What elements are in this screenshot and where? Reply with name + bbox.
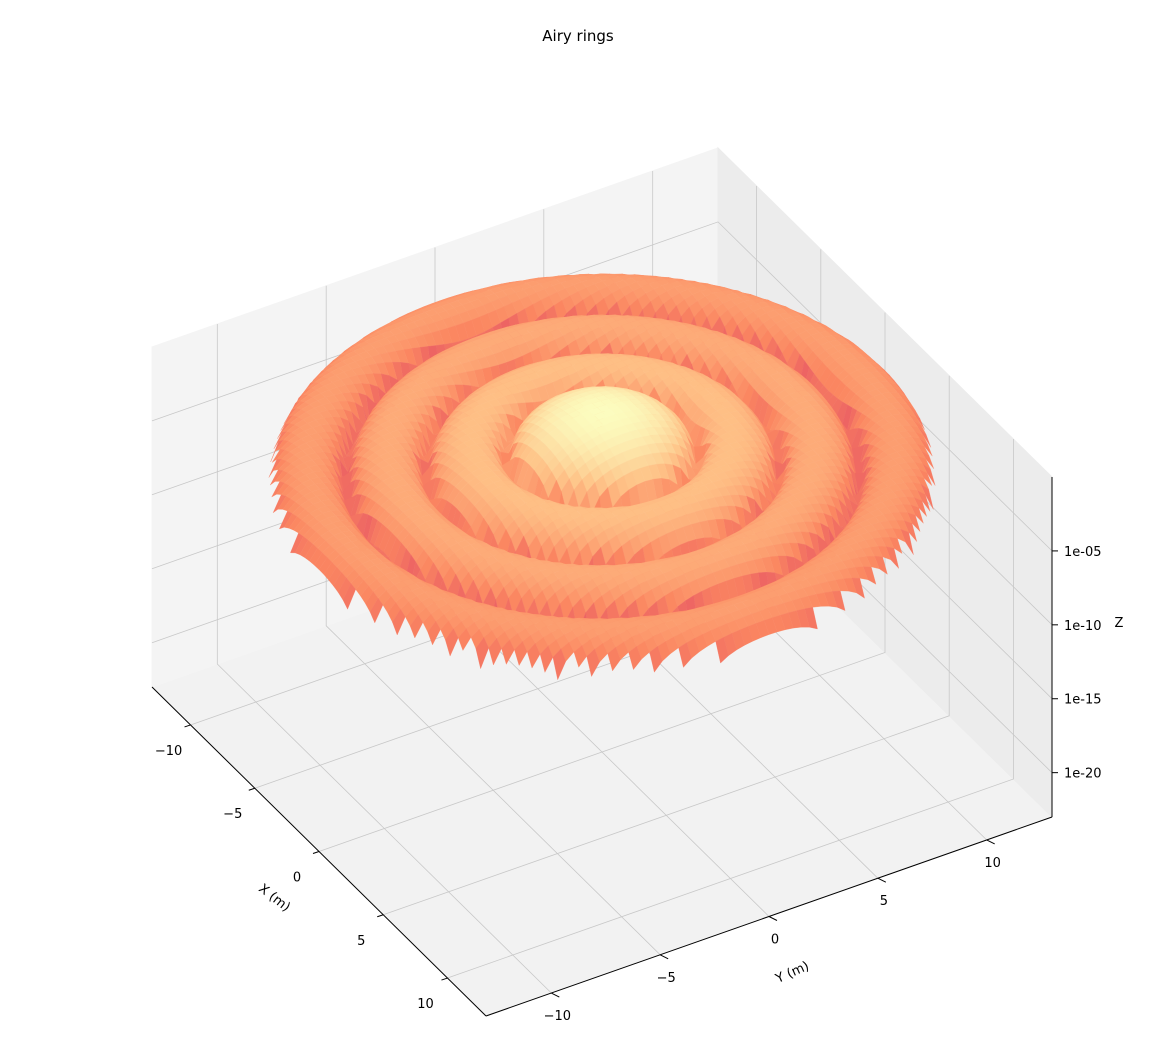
z-tick-label: 1e-15 bbox=[1064, 693, 1102, 708]
x-grid-line bbox=[383, 375, 950, 916]
x-tick-label: −5 bbox=[223, 807, 242, 822]
x-tick-mark bbox=[312, 851, 320, 854]
x-tick-mark bbox=[248, 787, 255, 791]
y-axis-label: Y (m) bbox=[773, 959, 812, 987]
y-tick-mark bbox=[659, 954, 669, 960]
y-grid-line bbox=[216, 324, 552, 994]
x-tick-mark bbox=[441, 977, 448, 981]
x-tick-mark bbox=[184, 724, 191, 728]
y-tick-label: −10 bbox=[544, 1009, 571, 1024]
surface bbox=[268, 273, 936, 681]
x-grid-line bbox=[447, 439, 1014, 979]
x-tick-label: −10 bbox=[155, 744, 182, 759]
z-tick-label: 1e-10 bbox=[1064, 619, 1102, 634]
z-axis-label: Z bbox=[1115, 616, 1124, 631]
y-tick-label: 0 bbox=[771, 933, 779, 948]
x-axis-label: X (m) bbox=[255, 881, 292, 915]
chart-title: Airy rings bbox=[542, 27, 614, 45]
y-tick-mark bbox=[877, 877, 887, 883]
y-tick-mark bbox=[768, 916, 778, 921]
y-tick-label: −5 bbox=[657, 971, 676, 986]
y-tick-mark bbox=[551, 992, 560, 998]
z-tick-label: 1e-20 bbox=[1064, 767, 1102, 782]
y-tick-label: 10 bbox=[984, 856, 1001, 871]
x-tick-label: 5 bbox=[357, 934, 365, 949]
x-tick-label: 10 bbox=[417, 997, 434, 1012]
y-tick-label: 5 bbox=[880, 894, 888, 909]
z-tick-label: 1e-05 bbox=[1064, 545, 1102, 560]
x-tick-mark bbox=[377, 914, 384, 918]
y-tick-mark bbox=[986, 839, 995, 845]
x-tick-label: 0 bbox=[293, 871, 301, 886]
z-ticks: 1e-20 1e-15 1e-10 1e-05 bbox=[1052, 545, 1102, 782]
